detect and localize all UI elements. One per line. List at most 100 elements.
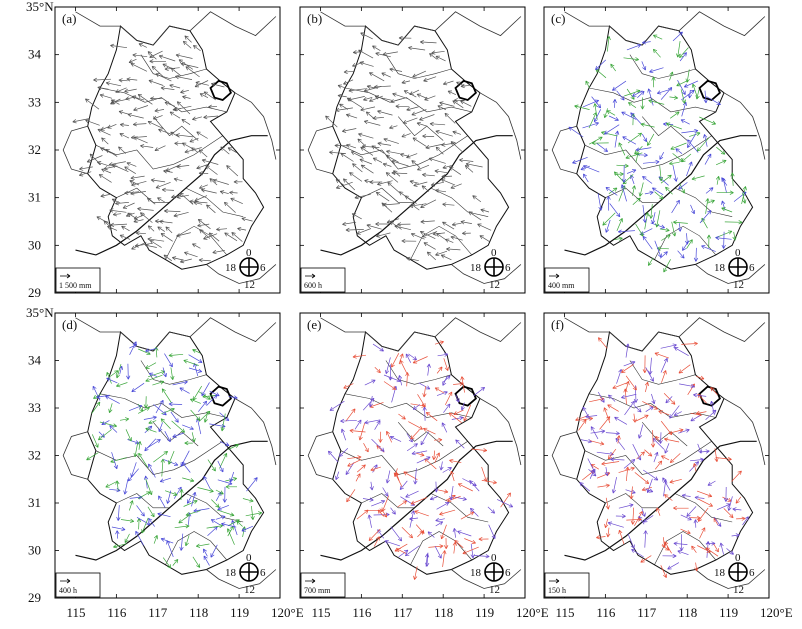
vector-arrow (118, 110, 129, 115)
vector-arrow (170, 411, 179, 423)
vector-arrow (630, 507, 636, 525)
vector-arrow (198, 171, 209, 176)
vector-arrow (661, 234, 671, 241)
vector-arrow (340, 418, 357, 424)
vector-arrow (632, 413, 637, 423)
vector-arrow (196, 131, 208, 139)
panel-label: (d) (62, 317, 77, 332)
vector-arrow (481, 466, 488, 482)
vector-arrow (705, 198, 710, 214)
clock-label-left: 18 (714, 567, 726, 579)
vector-arrow (408, 45, 426, 51)
province-boundary (332, 331, 510, 575)
vector-arrow (209, 390, 220, 397)
vector-arrow (680, 528, 691, 535)
neighbor-boundary (723, 92, 766, 160)
vector-arrow (153, 404, 167, 416)
vector-arrow (398, 375, 403, 386)
vector-arrow (611, 477, 617, 494)
vector-arrow (203, 233, 218, 240)
vector-arrow (86, 452, 99, 461)
vector-arrow (572, 156, 588, 164)
vector-arrow (182, 142, 192, 149)
x-tick-label: 120°E (271, 605, 304, 620)
vector-arrow (643, 515, 654, 523)
vector-arrow (580, 439, 593, 444)
vector-arrow (436, 501, 450, 510)
vector-arrow (462, 546, 479, 555)
vector-arrow (418, 382, 431, 390)
x-tick-label: 115 (555, 605, 574, 620)
vector-arrow (624, 400, 635, 416)
panel-label: (e) (307, 317, 321, 332)
vector-arrow (356, 509, 369, 520)
vector-arrow (615, 437, 626, 451)
vector-arrow (133, 218, 144, 224)
vector-arrow (435, 146, 444, 155)
vector-arrow (203, 115, 219, 120)
vector-arrow (606, 110, 616, 116)
vector-arrow (716, 146, 726, 155)
vector-arrow (346, 489, 356, 503)
y-tick-label: 30 (28, 237, 41, 252)
vector-arrow (470, 543, 475, 559)
scale-box (300, 267, 346, 293)
vector-arrow (601, 130, 618, 137)
vector-arrow (618, 529, 625, 545)
vector-arrow (582, 406, 591, 420)
vector-arrow (175, 133, 194, 138)
vector-arrow (677, 223, 683, 232)
vector-arrow (366, 84, 375, 89)
vector-arrow (715, 456, 732, 462)
vector-arrow (417, 164, 430, 171)
scale-arrow (549, 273, 560, 279)
vector-arrow (236, 520, 243, 527)
neighbor-boundary (62, 125, 88, 175)
vector-arrow (687, 139, 699, 153)
vector-arrow (346, 143, 357, 149)
vector-arrow (389, 67, 403, 72)
vector-arrow (697, 443, 702, 454)
vector-arrow (646, 478, 653, 494)
vector-arrow (161, 187, 175, 193)
vector-arrow (671, 199, 680, 214)
vector-field (575, 337, 749, 578)
vector-arrow (340, 152, 354, 162)
vector-arrow (679, 383, 695, 389)
vector-arrow (148, 79, 164, 86)
vector-arrow (96, 161, 110, 167)
vector-arrow (124, 190, 140, 195)
vector-arrow (414, 510, 429, 517)
vector-arrow (429, 53, 438, 60)
vector-arrow (119, 234, 131, 240)
vector-arrow (654, 352, 670, 359)
clock-label-bottom: 12 (489, 279, 500, 291)
clock-label-right: 6 (505, 567, 511, 579)
panel-label: (b) (307, 11, 322, 26)
vector-arrow (160, 458, 165, 477)
vector-arrow (601, 461, 620, 466)
vector-arrow (440, 178, 456, 186)
vector-arrow (397, 500, 408, 508)
vector-arrow (606, 36, 611, 52)
vector-arrow (621, 364, 634, 373)
vector-arrow (192, 556, 201, 568)
vector-field (325, 32, 492, 262)
vector-arrow (713, 543, 719, 553)
panel-label: (a) (62, 11, 76, 26)
vector-arrow (401, 80, 411, 85)
vector-arrow (345, 113, 358, 119)
river-line (564, 440, 757, 561)
vector-arrow (237, 226, 247, 232)
vector-arrow (679, 534, 684, 551)
vector-arrow (496, 499, 514, 508)
vector-arrow (173, 211, 189, 218)
vector-arrow (390, 526, 403, 542)
vector-arrow (97, 85, 109, 90)
vector-arrow (645, 406, 654, 412)
clock-legend: 06 12 18 (714, 552, 755, 596)
vector-arrow (664, 541, 672, 554)
clock-label-top: 0 (491, 247, 497, 259)
vector-arrow (428, 157, 446, 164)
clock-label-bottom: 12 (489, 584, 500, 596)
